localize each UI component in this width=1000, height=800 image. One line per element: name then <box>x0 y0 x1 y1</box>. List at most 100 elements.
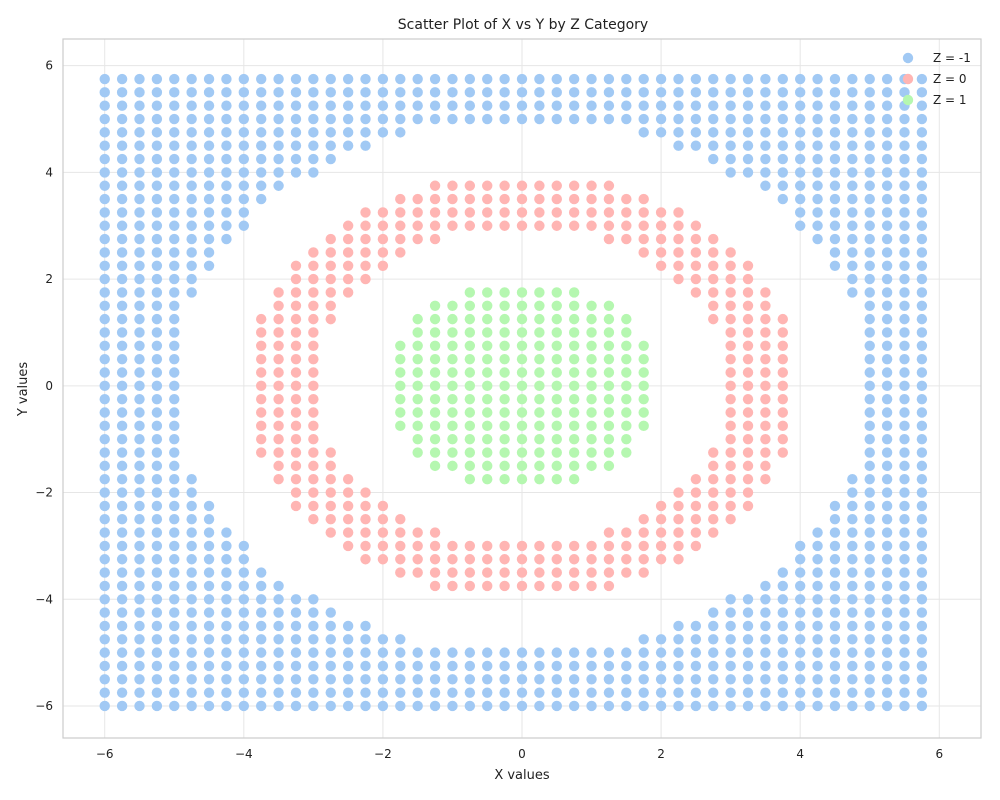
point-z-neg1 <box>603 73 615 85</box>
point-z-neg1 <box>116 287 128 298</box>
point-z-neg1 <box>99 340 110 352</box>
point-z-neg1 <box>308 87 319 98</box>
point-z-neg1 <box>447 73 458 85</box>
point-z-neg1 <box>134 500 145 512</box>
point-z-0 <box>256 433 267 445</box>
point-z-neg1 <box>342 674 354 685</box>
point-z-neg1 <box>621 87 632 98</box>
point-z-neg1 <box>342 660 354 672</box>
point-z-1 <box>516 474 528 485</box>
point-z-0 <box>395 247 406 258</box>
point-z-1 <box>482 460 493 472</box>
point-z-neg1 <box>238 660 250 672</box>
point-z-1 <box>534 433 545 445</box>
point-z-neg1 <box>238 700 250 712</box>
point-z-1 <box>551 433 562 445</box>
point-z-neg1 <box>221 87 232 98</box>
point-z-neg1 <box>690 87 702 98</box>
point-z-neg1 <box>238 607 250 618</box>
point-z-0 <box>551 567 562 578</box>
point-z-neg1 <box>881 620 893 632</box>
point-z-neg1 <box>238 620 250 632</box>
point-z-1 <box>603 407 615 418</box>
point-z-neg1 <box>725 660 736 672</box>
point-z-neg1 <box>881 447 893 458</box>
point-z-0 <box>412 527 423 538</box>
point-z-neg1 <box>447 87 458 98</box>
point-z-neg1 <box>169 634 180 645</box>
point-z-neg1 <box>708 153 719 165</box>
point-z-0 <box>429 180 441 191</box>
point-z-neg1 <box>256 607 267 618</box>
point-z-0 <box>499 220 510 231</box>
point-z-1 <box>621 420 632 432</box>
point-z-neg1 <box>273 140 284 151</box>
point-z-neg1 <box>273 687 284 698</box>
point-z-neg1 <box>621 647 632 658</box>
point-z-0 <box>447 554 458 565</box>
point-z-neg1 <box>708 660 719 672</box>
point-z-0 <box>742 500 754 512</box>
point-z-1 <box>551 420 562 432</box>
point-z-neg1 <box>881 393 893 405</box>
point-z-1 <box>551 287 562 298</box>
point-z-neg1 <box>151 153 163 165</box>
point-z-1 <box>429 380 441 392</box>
point-z-1 <box>429 407 441 418</box>
point-z-neg1 <box>395 87 406 98</box>
point-z-0 <box>429 220 441 231</box>
point-z-neg1 <box>134 594 145 605</box>
point-z-0 <box>673 500 684 512</box>
point-z-neg1 <box>864 167 875 178</box>
point-z-neg1 <box>151 113 163 125</box>
point-z-neg1 <box>812 554 823 565</box>
point-z-0 <box>308 313 319 325</box>
point-z-neg1 <box>169 273 180 285</box>
point-z-neg1 <box>290 607 302 618</box>
point-z-neg1 <box>655 73 667 85</box>
point-z-0 <box>690 500 702 512</box>
point-z-neg1 <box>829 527 841 538</box>
point-z-0 <box>725 340 736 352</box>
point-z-0 <box>482 540 493 552</box>
point-z-0 <box>708 313 719 325</box>
point-z-neg1 <box>881 180 893 191</box>
point-z-neg1 <box>186 567 197 578</box>
point-z-neg1 <box>238 594 250 605</box>
point-z-1 <box>621 340 632 352</box>
point-z-neg1 <box>238 647 250 658</box>
point-z-neg1 <box>586 700 597 712</box>
point-z-1 <box>395 340 406 352</box>
point-z-neg1 <box>534 647 545 658</box>
legend-label: Z = 1 <box>933 93 967 107</box>
point-z-neg1 <box>881 300 893 311</box>
point-z-neg1 <box>673 100 684 111</box>
y-tick-label: −6 <box>35 699 53 713</box>
point-z-neg1 <box>429 73 441 85</box>
point-z-neg1 <box>169 527 180 538</box>
point-z-0 <box>586 540 597 552</box>
point-z-0 <box>673 273 684 285</box>
point-z-neg1 <box>134 140 145 151</box>
point-z-neg1 <box>916 594 928 605</box>
point-z-0 <box>499 207 510 218</box>
point-z-neg1 <box>621 687 632 698</box>
point-z-neg1 <box>864 660 875 672</box>
point-z-0 <box>742 327 754 338</box>
point-z-0 <box>516 580 528 592</box>
point-z-0 <box>586 220 597 231</box>
point-z-neg1 <box>638 87 649 98</box>
point-z-neg1 <box>621 700 632 712</box>
point-z-neg1 <box>203 527 215 538</box>
point-z-neg1 <box>99 380 110 392</box>
point-z-1 <box>429 367 441 378</box>
point-z-neg1 <box>708 113 719 125</box>
point-z-neg1 <box>256 687 267 698</box>
point-z-1 <box>621 380 632 392</box>
point-z-neg1 <box>812 687 823 698</box>
point-z-0 <box>325 474 336 485</box>
point-z-0 <box>708 500 719 512</box>
point-z-neg1 <box>794 634 806 645</box>
point-z-0 <box>777 313 788 325</box>
point-z-neg1 <box>377 87 389 98</box>
